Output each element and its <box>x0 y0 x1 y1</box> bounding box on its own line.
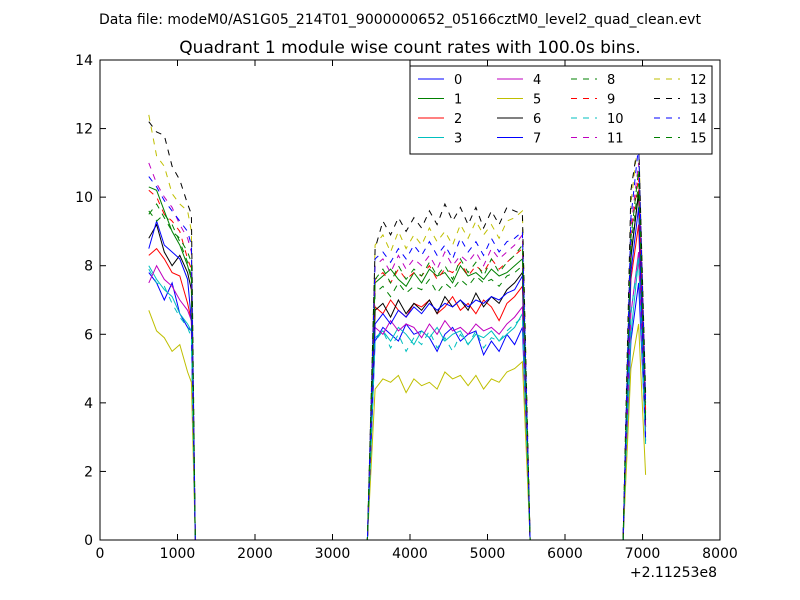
legend-label-7: 7 <box>533 132 541 147</box>
series-line-10 <box>148 255 647 540</box>
y-tick-label: 6 <box>84 327 93 343</box>
legend-label-5: 5 <box>533 93 541 108</box>
series-line-8 <box>148 183 647 540</box>
x-tick-label: 6000 <box>547 546 583 562</box>
legend-label-14: 14 <box>690 112 707 127</box>
y-tick-label: 4 <box>84 396 93 412</box>
legend-label-13: 13 <box>690 93 707 108</box>
y-tick-label: 10 <box>75 190 93 206</box>
series-line-14 <box>148 145 647 540</box>
x-offset-label: +2.11253e8 <box>630 565 717 581</box>
y-tick-label: 8 <box>84 259 93 275</box>
x-tick-label: 7000 <box>625 546 661 562</box>
x-tick-label: 8000 <box>702 546 738 562</box>
series-line-12 <box>148 114 647 540</box>
series-line-6 <box>148 193 647 540</box>
x-tick-label: 4000 <box>392 546 428 562</box>
y-tick-label: 12 <box>75 122 93 138</box>
data-file-header: Data file: modeM0/AS1G05_214T01_90000006… <box>99 12 701 28</box>
y-tick-label: 0 <box>84 533 93 549</box>
legend-label-3: 3 <box>454 132 462 147</box>
legend-label-2: 2 <box>454 112 462 127</box>
series-line-13 <box>148 121 647 540</box>
x-tick-label: 3000 <box>315 546 351 562</box>
series-line-1 <box>148 186 647 540</box>
legend-label-11: 11 <box>607 132 624 147</box>
series-line-9 <box>148 176 647 540</box>
axis-ticks: 0 1000 2000 3000 4000 5000 6000 7000 80000246810… <box>75 53 738 562</box>
x-tick-label: 1000 <box>160 546 196 562</box>
series-line-3 <box>148 258 647 540</box>
legend-label-4: 4 <box>533 73 541 88</box>
y-tick-label: 14 <box>75 53 93 69</box>
plot-lines <box>148 114 647 540</box>
legend-label-12: 12 <box>690 73 707 88</box>
legend-label-8: 8 <box>607 73 615 88</box>
y-tick-label: 2 <box>84 464 93 480</box>
x-tick-label: 2000 <box>237 546 273 562</box>
legend-label-1: 1 <box>454 93 462 108</box>
legend-label-6: 6 <box>533 112 541 127</box>
series-line-15 <box>148 169 647 540</box>
legend-label-9: 9 <box>607 93 615 108</box>
legend-label-10: 10 <box>607 112 624 127</box>
legend-label-15: 15 <box>690 132 707 147</box>
series-line-11 <box>148 162 647 540</box>
x-tick-label: 5000 <box>470 546 506 562</box>
series-line-5 <box>148 310 647 540</box>
chart-title: Quadrant 1 module wise count rates with … <box>179 38 640 58</box>
series-line-7 <box>148 207 647 540</box>
legend-box <box>409 65 713 155</box>
x-tick-label: 0 <box>96 546 105 562</box>
legend-label-0: 0 <box>454 73 462 88</box>
series-line-4 <box>148 251 647 540</box>
